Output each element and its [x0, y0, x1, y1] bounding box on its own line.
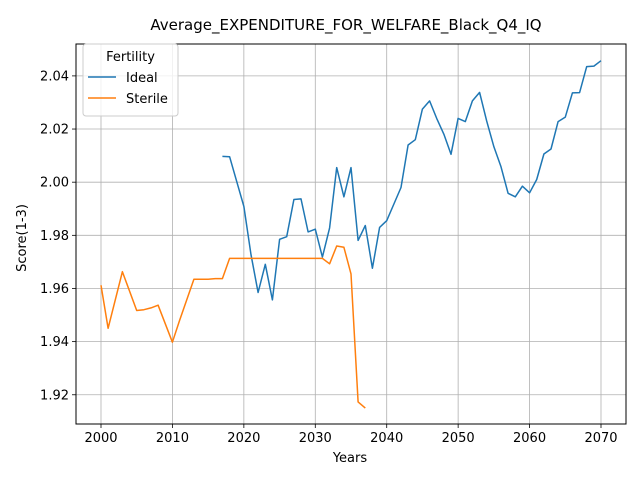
- x-tick-label: 2000: [84, 431, 117, 446]
- y-tick-label: 1.92: [40, 388, 69, 403]
- chart-title: Average_EXPENDITURE_FOR_WELFARE_Black_Q4…: [150, 16, 541, 35]
- legend: Fertility Ideal Sterile: [82, 43, 179, 117]
- x-tick-label: 2040: [370, 431, 403, 446]
- x-axis-ticks: 2000 2010 2020 2030 2040 2050 2060 2070: [84, 424, 618, 446]
- y-tick-label: 1.98: [40, 229, 69, 244]
- y-axis-ticks: 1.92 1.94 1.96 1.98 2.00 2.02 2.04: [40, 69, 76, 403]
- x-tick-label: 2060: [513, 431, 546, 446]
- grid-lines: [76, 44, 626, 424]
- x-tick-label: 2010: [156, 431, 189, 446]
- y-tick-label: 2.04: [40, 69, 69, 84]
- y-tick-label: 2.00: [40, 176, 69, 191]
- y-tick-label: 2.02: [40, 123, 69, 138]
- legend-label-ideal: Ideal: [126, 71, 158, 86]
- legend-title: Fertility: [106, 50, 155, 65]
- series-line-sterile: [100, 245, 366, 409]
- series-line-ideal: [222, 60, 602, 301]
- x-tick-label: 2020: [227, 431, 260, 446]
- x-tick-label: 2050: [442, 431, 475, 446]
- series-lines: [100, 60, 602, 409]
- plot-area-frame: [75, 43, 627, 425]
- x-tick-label: 2030: [299, 431, 332, 446]
- x-axis-label: Years: [332, 451, 368, 466]
- legend-label-sterile: Sterile: [126, 92, 168, 107]
- y-axis-label: Score(1-3): [15, 204, 30, 272]
- y-tick-label: 1.94: [40, 335, 69, 350]
- x-tick-label: 2070: [584, 431, 617, 446]
- y-tick-label: 1.96: [40, 282, 69, 297]
